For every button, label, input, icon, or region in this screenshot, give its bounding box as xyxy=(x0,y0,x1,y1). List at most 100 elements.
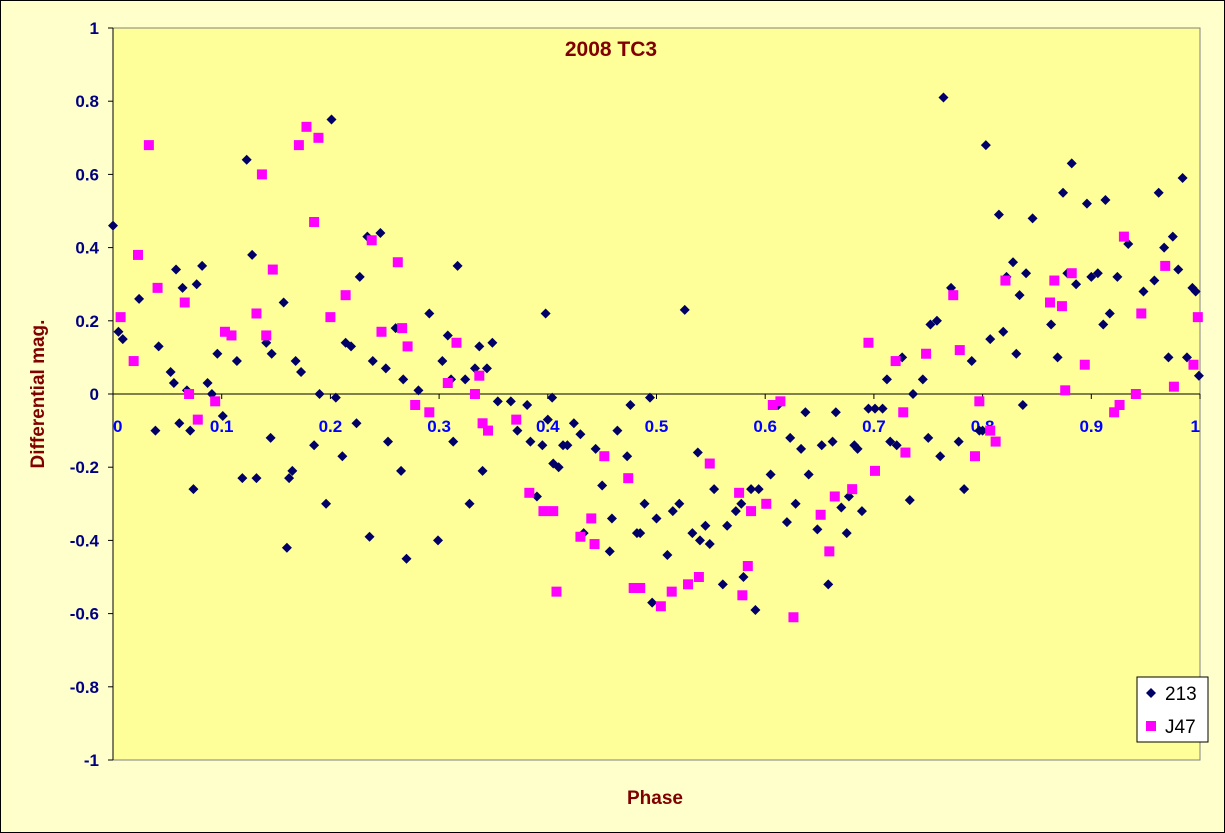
data-point-213 xyxy=(165,367,176,378)
data-point-213 xyxy=(383,436,394,447)
legend-marker-j47 xyxy=(1146,721,1156,731)
data-point-213 xyxy=(841,528,852,539)
data-point-j47 xyxy=(1160,260,1171,271)
data-point-j47 xyxy=(742,561,753,572)
data-point-213 xyxy=(197,260,208,271)
data-point-j47 xyxy=(293,140,304,151)
data-point-213 xyxy=(237,473,248,484)
data-point-213 xyxy=(1066,158,1077,169)
data-point-213 xyxy=(512,425,523,436)
data-point-213 xyxy=(750,604,761,615)
data-point-213 xyxy=(931,315,942,326)
y-tick-label: 0.8 xyxy=(75,92,99,111)
data-point-j47 xyxy=(847,484,858,495)
data-point-213 xyxy=(266,348,277,359)
data-point-j47 xyxy=(863,337,874,348)
data-point-213 xyxy=(1104,308,1115,319)
data-point-j47 xyxy=(898,407,909,418)
data-point-j47 xyxy=(890,356,901,367)
data-point-213 xyxy=(113,326,124,337)
data-point-213 xyxy=(153,341,164,352)
data-point-213 xyxy=(281,542,292,553)
data-point-213 xyxy=(1100,195,1111,206)
data-point-213 xyxy=(424,308,435,319)
data-point-213 xyxy=(168,378,179,389)
data-point-213 xyxy=(836,502,847,513)
data-point-213 xyxy=(1193,370,1204,381)
data-point-213 xyxy=(540,308,551,319)
data-point-213 xyxy=(174,418,185,429)
data-point-213 xyxy=(803,469,814,480)
data-point-213 xyxy=(985,334,996,345)
data-point-j47 xyxy=(1049,275,1060,286)
data-point-213 xyxy=(709,484,720,495)
data-point-213 xyxy=(796,443,807,454)
x-tick-label: 0.3 xyxy=(427,417,451,436)
data-point-j47 xyxy=(1118,231,1129,242)
data-point-213 xyxy=(1011,348,1022,359)
data-point-213 xyxy=(309,440,320,451)
data-point-j47 xyxy=(397,323,408,334)
x-tick-label: 0.1 xyxy=(210,417,234,436)
data-point-213 xyxy=(998,326,1009,337)
data-point-213 xyxy=(625,399,636,410)
data-point-j47 xyxy=(1066,268,1077,279)
data-point-j47 xyxy=(192,414,203,425)
data-point-213 xyxy=(364,531,375,542)
data-point-213 xyxy=(622,451,633,462)
data-point-j47 xyxy=(410,399,421,410)
data-point-213 xyxy=(351,418,362,429)
data-point-213 xyxy=(448,436,459,447)
legend-marker-213 xyxy=(1146,688,1156,698)
data-point-213 xyxy=(337,451,348,462)
data-point-j47 xyxy=(824,546,835,557)
x-tick-label: 0 xyxy=(113,417,122,436)
data-point-j47 xyxy=(869,465,880,476)
data-point-213 xyxy=(1167,231,1178,242)
data-point-j47 xyxy=(954,345,965,356)
data-point-213 xyxy=(904,495,915,506)
data-point-j47 xyxy=(210,396,221,407)
data-point-j47 xyxy=(767,399,778,410)
data-point-j47 xyxy=(477,418,488,429)
data-point-213 xyxy=(1112,271,1123,282)
data-point-j47 xyxy=(683,579,694,590)
y-tick-label: 0.4 xyxy=(75,239,99,258)
data-point-j47 xyxy=(829,491,840,502)
data-point-j47 xyxy=(313,132,324,143)
data-point-j47 xyxy=(1056,301,1067,312)
data-point-213 xyxy=(959,484,970,495)
data-point-213 xyxy=(679,304,690,315)
data-point-213 xyxy=(452,260,463,271)
data-point-213 xyxy=(704,539,715,550)
data-point-213 xyxy=(212,348,223,359)
data-point-j47 xyxy=(921,348,932,359)
data-point-213 xyxy=(935,451,946,462)
data-point-j47 xyxy=(301,121,312,132)
data-point-j47 xyxy=(1136,308,1147,319)
data-point-j47 xyxy=(366,235,377,246)
data-point-213 xyxy=(396,465,407,476)
data-point-213 xyxy=(487,337,498,348)
data-point-213 xyxy=(367,356,378,367)
data-point-213 xyxy=(790,498,801,509)
data-point-j47 xyxy=(1079,359,1090,370)
data-point-213 xyxy=(923,432,934,443)
data-point-213 xyxy=(251,473,262,484)
data-point-213 xyxy=(437,356,448,367)
data-point-213 xyxy=(442,330,453,341)
data-point-213 xyxy=(278,297,289,308)
data-point-j47 xyxy=(143,140,154,151)
data-point-j47 xyxy=(599,451,610,462)
data-point-213 xyxy=(812,524,823,535)
data-point-j47 xyxy=(775,396,786,407)
data-point-213 xyxy=(869,403,880,414)
data-point-213 xyxy=(284,473,295,484)
data-point-213 xyxy=(687,528,698,539)
data-point-j47 xyxy=(551,586,562,597)
data-point-213 xyxy=(481,363,492,374)
data-point-213 xyxy=(398,374,409,385)
data-point-j47 xyxy=(219,326,230,337)
data-point-213 xyxy=(692,447,703,458)
data-point-213 xyxy=(191,279,202,290)
